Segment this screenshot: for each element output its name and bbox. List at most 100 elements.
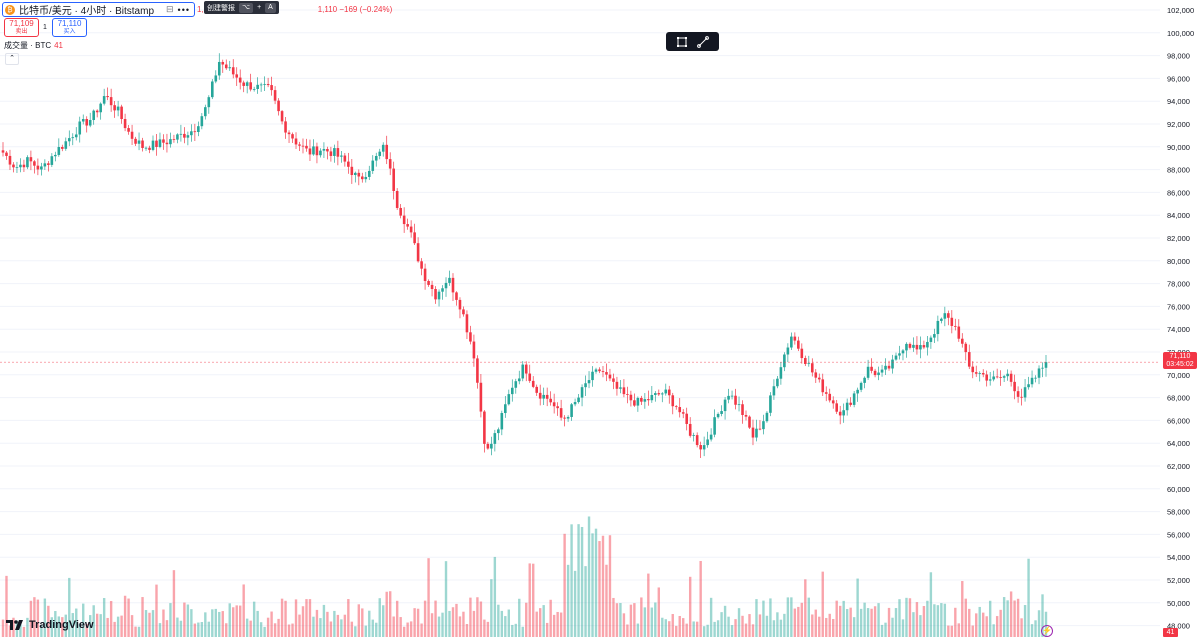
volume-bar: [277, 618, 280, 637]
volume-bar: [915, 602, 919, 637]
candle-body: [416, 243, 420, 262]
volume-bar: [469, 597, 472, 637]
buy-button[interactable]: 71,110 买入: [52, 18, 87, 37]
candle-body: [845, 402, 849, 411]
compare-icon[interactable]: ⊟: [166, 4, 174, 14]
candle-body: [500, 413, 504, 430]
candle-body: [734, 395, 737, 405]
volume-bar: [594, 528, 598, 637]
y-tick-label: 62,000: [1167, 462, 1190, 471]
candle-body: [249, 82, 252, 90]
candle-body: [92, 110, 95, 121]
volume-bar: [800, 602, 804, 637]
candle-body: [783, 354, 786, 368]
volume-bar: [221, 611, 224, 637]
candle-body: [465, 314, 469, 333]
candle-body: [148, 147, 151, 150]
volume-bar: [211, 609, 214, 637]
last-price-label: 71,110 03:45:02: [1163, 352, 1197, 369]
sell-button[interactable]: 71,109 卖出: [4, 18, 39, 37]
volume-bar: [793, 608, 797, 637]
candle-body: [793, 336, 797, 341]
candle-body: [598, 369, 601, 372]
candle-body: [765, 412, 769, 422]
trendline-icon[interactable]: [696, 35, 709, 48]
volume-bar: [284, 600, 287, 637]
volume-bar: [556, 611, 559, 637]
volume-bar: [430, 613, 434, 637]
candle-body: [824, 392, 828, 394]
volume-bar: [1016, 598, 1020, 637]
candle-body: [427, 280, 430, 285]
volume-bar: [134, 626, 137, 637]
volume-bar: [483, 619, 486, 637]
candle-body: [420, 261, 423, 269]
volume-bar: [633, 603, 636, 637]
candle-body: [521, 364, 525, 379]
candle-body: [367, 170, 371, 177]
volume-bar: [873, 606, 877, 637]
volume-bar: [968, 608, 971, 637]
volume-bar: [434, 600, 437, 637]
candle-body: [85, 119, 89, 126]
volume-bar: [350, 621, 354, 637]
candle-body: [510, 387, 514, 395]
candle-body: [476, 358, 479, 383]
y-tick-label: 70,000: [1167, 371, 1190, 380]
bar-countdown: 03:45:02: [1166, 361, 1194, 368]
volume-bar: [476, 597, 479, 637]
volume-bar: [165, 620, 169, 637]
candle-body: [172, 139, 176, 140]
tradingview-logo[interactable]: TradingView: [6, 619, 94, 631]
candle-body: [880, 369, 884, 373]
candle-body: [134, 138, 137, 144]
volume-bar: [406, 622, 409, 637]
y-tick-label: 94,000: [1167, 97, 1190, 106]
candle-body: [231, 67, 235, 75]
candle-body: [647, 399, 650, 401]
volume-bar: [448, 610, 451, 637]
candle-body: [1013, 381, 1016, 392]
candle-body: [1030, 377, 1034, 385]
candle-body: [678, 407, 682, 413]
volume-bar: [294, 599, 298, 637]
candle-body: [549, 398, 552, 403]
symbol-search[interactable]: ₿ 比特币/美元 · 4小时 · Bitstamp ⊟ •••: [2, 2, 195, 17]
symbol-title[interactable]: 比特币/美元 · 4小时 · Bitstamp: [19, 6, 155, 17]
volume-bar: [769, 598, 772, 637]
volume-legend[interactable]: 成交量 · BTC 41: [4, 40, 63, 51]
volume-bar: [549, 599, 552, 637]
candle-body: [748, 416, 751, 428]
candle-body: [67, 138, 71, 142]
candle-body: [727, 395, 730, 400]
volume-bar: [1020, 618, 1023, 637]
lightning-icon[interactable]: ⚡: [1041, 625, 1053, 637]
volume-bar: [336, 614, 340, 637]
candle-body: [305, 145, 308, 149]
volume-bar: [647, 573, 650, 637]
volume-bar: [751, 624, 755, 637]
more-icon[interactable]: •••: [177, 4, 190, 15]
candle-body: [347, 161, 350, 167]
candle-body: [399, 207, 402, 216]
candle-body: [36, 165, 40, 170]
volume-bar: [563, 533, 566, 637]
volume-bar: [643, 607, 647, 637]
bitcoin-icon: ₿: [5, 4, 15, 15]
candle-body: [1006, 373, 1009, 377]
candle-body: [235, 74, 239, 78]
volume-bar: [329, 621, 333, 637]
candle-body: [640, 397, 643, 402]
rectangle-icon[interactable]: [676, 36, 688, 48]
candle-body: [402, 215, 406, 225]
candle-body: [294, 138, 298, 145]
candle-body: [413, 232, 416, 244]
candle-body: [584, 383, 587, 388]
candle-body: [43, 163, 47, 167]
candle-body: [664, 389, 668, 394]
candle-body: [681, 412, 685, 414]
candle-body: [221, 61, 225, 65]
volume-bar: [427, 558, 430, 637]
collapse-legend-button[interactable]: ⌃: [5, 53, 19, 65]
